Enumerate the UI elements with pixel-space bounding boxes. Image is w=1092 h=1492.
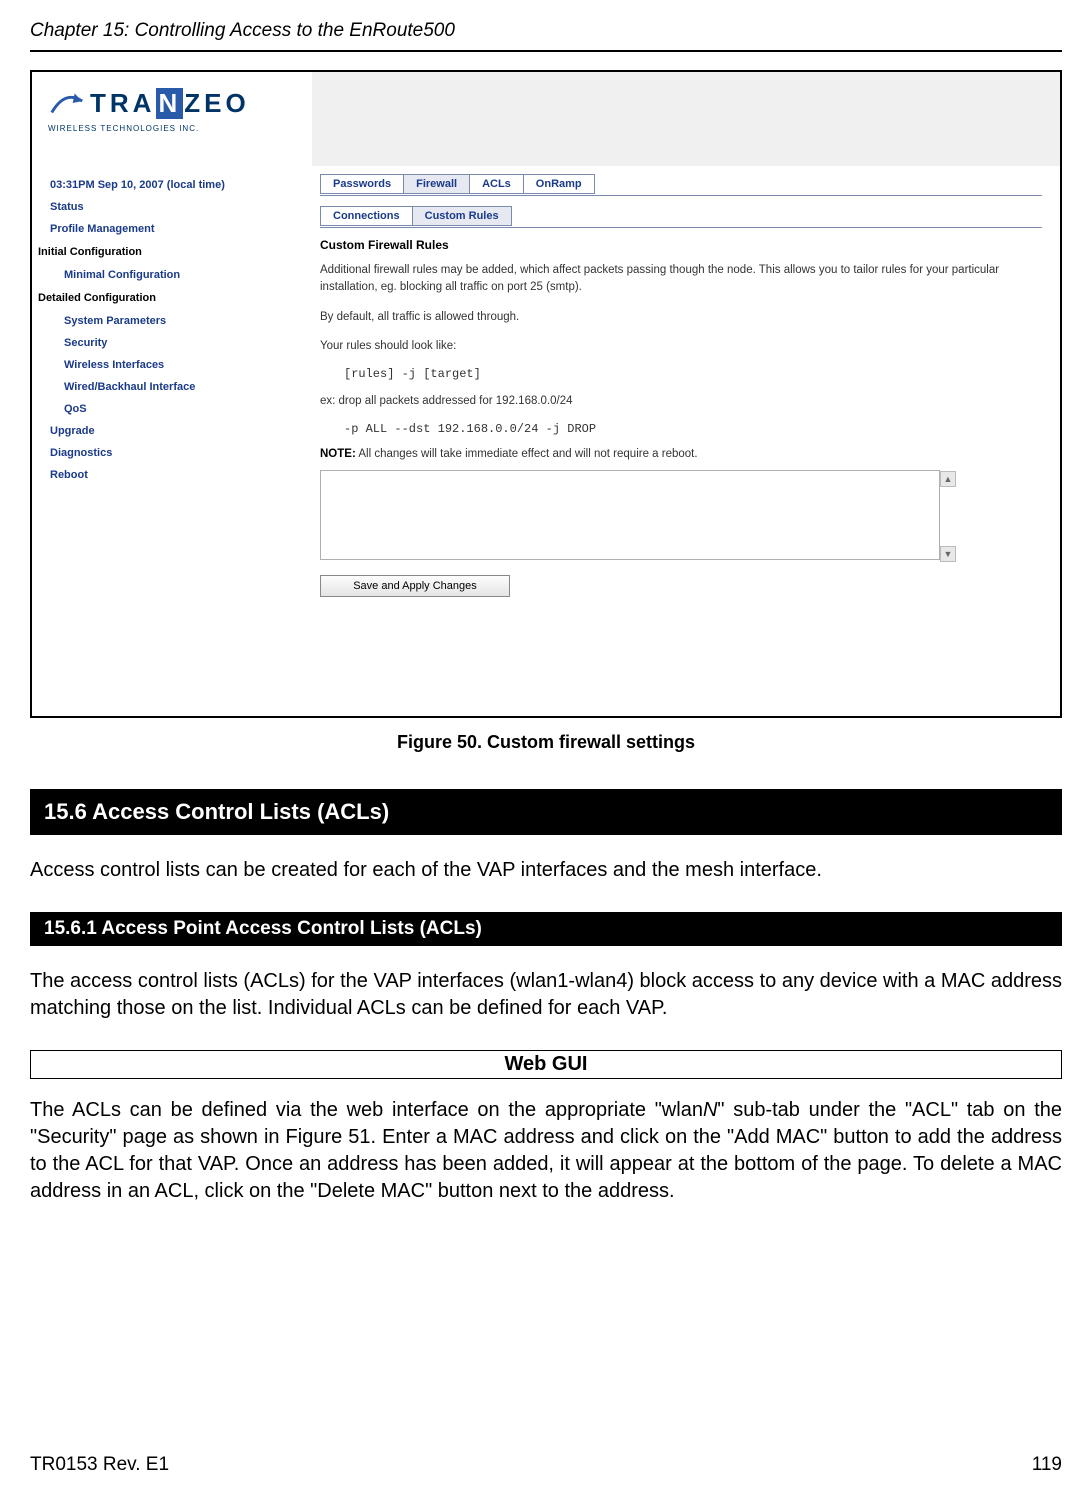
tab-row-1: Passwords Firewall ACLs OnRamp: [320, 174, 1042, 194]
tab-onramp[interactable]: OnRamp: [523, 174, 595, 194]
scroll-up-icon[interactable]: ▲: [940, 471, 956, 487]
tab-custom-rules[interactable]: Custom Rules: [412, 206, 512, 226]
note-label: NOTE:: [320, 448, 356, 460]
sidebar: 03:31PM Sep 10, 2007 (local time) Status…: [32, 166, 312, 718]
logo: TRANZEO: [48, 84, 312, 122]
para-15-6: Access control lists can be created for …: [30, 857, 1062, 884]
sidebar-minimal[interactable]: Minimal Configuration: [32, 264, 312, 286]
para-webgui-a: The ACLs can be defined via the web inte…: [30, 1099, 703, 1121]
tab-underline-1: [320, 195, 1042, 196]
figure-caption: Figure 50. Custom firewall settings: [30, 732, 1062, 753]
content-p2: By default, all traffic is allowed throu…: [320, 309, 1042, 326]
section-15-6: 15.6 Access Control Lists (ACLs): [30, 789, 1062, 835]
save-apply-button[interactable]: Save and Apply Changes: [320, 575, 510, 597]
tab-acls[interactable]: ACLs: [469, 174, 524, 194]
footer-left: TR0153 Rev. E1: [30, 1454, 169, 1476]
scroll-down-icon[interactable]: ▼: [940, 546, 956, 562]
section-15-6-1: 15.6.1 Access Point Access Control Lists…: [30, 912, 1062, 946]
sidebar-security[interactable]: Security: [32, 332, 312, 354]
logo-area: TRANZEO WIRELESS TECHNOLOGIES INC.: [32, 72, 312, 166]
para-15-6-1: The access control lists (ACLs) for the …: [30, 968, 1062, 1022]
sidebar-sysparam[interactable]: System Parameters: [32, 310, 312, 332]
sidebar-wired[interactable]: Wired/Backhaul Interface: [32, 376, 312, 398]
tab-passwords[interactable]: Passwords: [320, 174, 404, 194]
tab-connections[interactable]: Connections: [320, 206, 413, 226]
note: NOTE: All changes will take immediate ef…: [320, 448, 1042, 460]
wlan-n-italic: N: [703, 1099, 717, 1121]
chapter-header: Chapter 15: Controlling Access to the En…: [30, 20, 1062, 42]
header-rule: [30, 50, 1062, 52]
sidebar-upgrade[interactable]: Upgrade: [32, 420, 312, 442]
sidebar-wireless[interactable]: Wireless Interfaces: [32, 354, 312, 376]
logo-subtitle: WIRELESS TECHNOLOGIES INC.: [48, 124, 312, 133]
code-example-1: [rules] -j [target]: [344, 367, 1042, 381]
sidebar-status[interactable]: Status: [32, 196, 312, 218]
content-area: Passwords Firewall ACLs OnRamp Connectio…: [312, 166, 1060, 718]
content-p1: Additional firewall rules may be added, …: [320, 262, 1042, 297]
note-text: All changes will take immediate effect a…: [356, 448, 698, 460]
tab-underline-2: [320, 227, 1042, 228]
para-webgui: The ACLs can be defined via the web inte…: [30, 1097, 1062, 1205]
sidebar-qos[interactable]: QoS: [32, 398, 312, 420]
content-p3: Your rules should look like:: [320, 338, 1042, 355]
code-example-2: -p ALL --dst 192.168.0.0/24 -j DROP: [344, 422, 1042, 436]
logo-swoosh-icon: [48, 84, 86, 122]
sidebar-initial-config: Initial Configuration: [32, 240, 312, 264]
tab-row-2: Connections Custom Rules: [320, 206, 1042, 226]
content-heading: Custom Firewall Rules: [320, 238, 1042, 252]
sidebar-profile[interactable]: Profile Management: [32, 218, 312, 240]
screenshot-container: TRANZEO WIRELESS TECHNOLOGIES INC. 03:31…: [30, 70, 1062, 718]
sidebar-diagnostics[interactable]: Diagnostics: [32, 442, 312, 464]
sidebar-timestamp[interactable]: 03:31PM Sep 10, 2007 (local time): [32, 174, 312, 196]
webgui-heading: Web GUI: [30, 1050, 1062, 1079]
logo-text-mid: N: [156, 88, 183, 119]
screenshot-body: 03:31PM Sep 10, 2007 (local time) Status…: [32, 166, 1060, 718]
footer: TR0153 Rev. E1 119: [30, 1454, 1062, 1476]
content-p4: ex: drop all packets addressed for 192.1…: [320, 393, 1042, 410]
logo-text-2: ZEO: [184, 88, 249, 119]
tab-firewall[interactable]: Firewall: [403, 174, 470, 194]
sidebar-reboot[interactable]: Reboot: [32, 464, 312, 486]
sidebar-detailed-config: Detailed Configuration: [32, 286, 312, 310]
footer-right: 119: [1032, 1454, 1062, 1476]
rules-textarea[interactable]: [320, 470, 940, 560]
logo-text-1: TRA: [90, 88, 155, 119]
